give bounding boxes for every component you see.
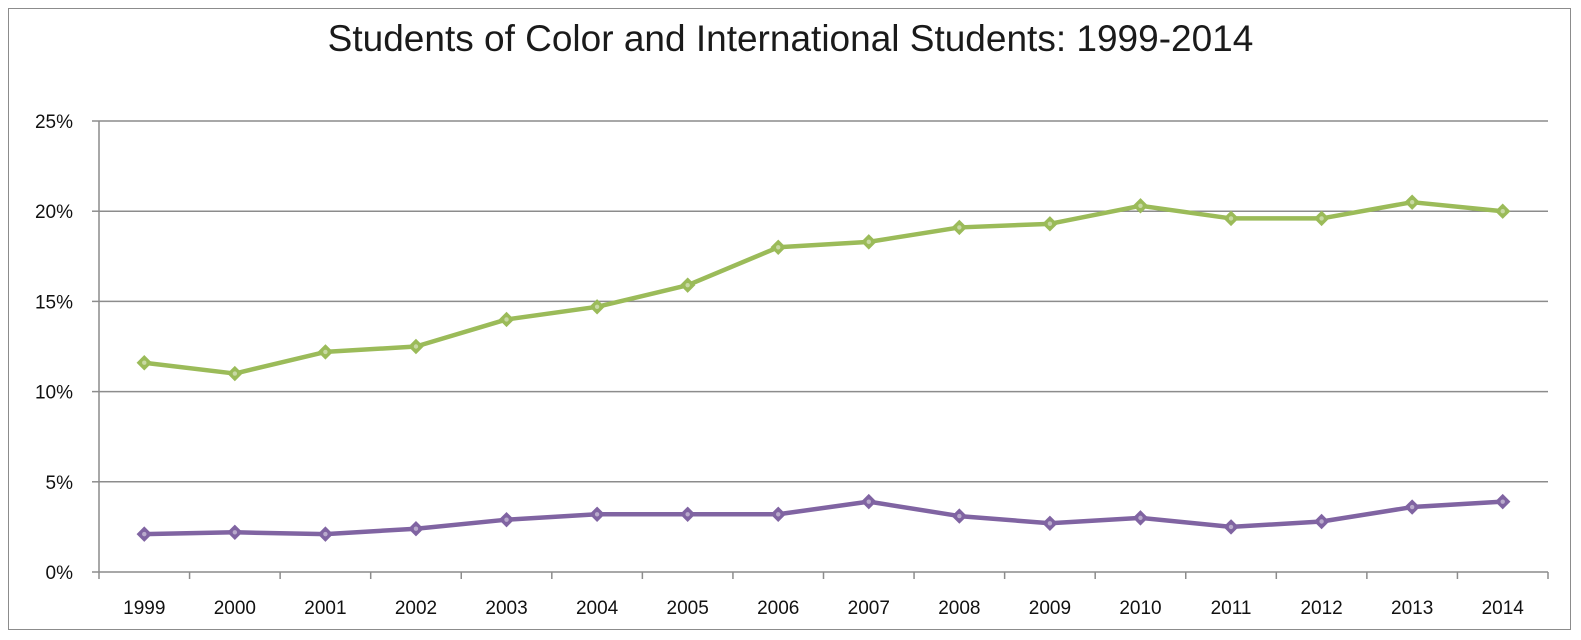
data-point-highlight <box>142 531 147 537</box>
x-tick-label: 2014 <box>1482 598 1525 619</box>
data-point-highlight <box>1138 515 1143 521</box>
data-point-highlight <box>1138 203 1143 208</box>
data-point <box>1404 499 1420 515</box>
x-tick-label: 2004 <box>576 598 619 619</box>
data-point-highlight <box>232 530 238 535</box>
data-point-highlight <box>1047 221 1053 227</box>
data-point <box>1042 216 1058 232</box>
series-line <box>144 199 1503 376</box>
data-point <box>1313 513 1330 530</box>
data-point-highlight <box>866 239 871 245</box>
data-point-highlight <box>594 512 600 517</box>
data-point-highlight <box>1047 521 1053 526</box>
data-point-highlight <box>1409 199 1415 205</box>
data-point-highlight <box>866 499 871 504</box>
data-point <box>317 344 334 360</box>
data-point <box>1132 510 1149 526</box>
data-point <box>408 338 424 355</box>
x-tick-label: 2001 <box>304 598 346 619</box>
y-tick-label: 25% <box>35 112 73 133</box>
data-point <box>951 508 968 524</box>
x-tick-label: 2008 <box>938 598 980 619</box>
data-point <box>589 299 605 315</box>
x-tick-label: 2012 <box>1300 598 1342 619</box>
data-point-highlight <box>504 517 509 522</box>
data-point <box>1313 210 1330 227</box>
data-point <box>1132 198 1149 214</box>
data-point-highlight <box>776 245 781 250</box>
gridlines <box>99 120 1548 483</box>
data-point-highlight <box>685 512 690 517</box>
x-tick-label: 2006 <box>757 598 799 619</box>
y-tick-label: 10% <box>35 383 73 404</box>
data-point <box>1223 519 1239 535</box>
y-tick-label: 20% <box>35 202 73 223</box>
x-tick-label: 2000 <box>214 598 256 619</box>
series-0 <box>136 194 1511 382</box>
chart-title: Students of Color and International Stud… <box>327 18 1254 59</box>
x-tick-label: 2011 <box>1211 598 1252 619</box>
data-point <box>498 311 515 328</box>
data-point-highlight <box>413 526 419 531</box>
data-point-highlight <box>1500 499 1505 504</box>
data-point-highlight <box>504 317 509 322</box>
data-point-highlight <box>685 282 690 288</box>
y-tick-label: 15% <box>35 292 73 313</box>
y-tick-label: 0% <box>46 563 74 584</box>
x-tick-label: 2003 <box>485 598 527 619</box>
series-line <box>144 499 1503 537</box>
chart-frame <box>8 8 1571 630</box>
data-point <box>317 526 334 542</box>
x-tick-label: 2002 <box>395 598 437 619</box>
x-tick-label: 2010 <box>1119 598 1161 619</box>
data-point-highlight <box>232 371 238 376</box>
data-point <box>951 219 968 236</box>
data-point <box>861 234 877 250</box>
data-point <box>770 239 786 255</box>
x-tick-label: 2007 <box>848 598 890 619</box>
data-point <box>1495 203 1511 219</box>
data-point <box>1042 515 1058 531</box>
series <box>136 194 1511 542</box>
data-point <box>227 365 243 382</box>
series-1 <box>136 493 1511 542</box>
data-point-highlight <box>142 360 147 365</box>
data-point-highlight <box>323 531 328 537</box>
data-point-highlight <box>1409 504 1415 510</box>
data-point <box>498 511 515 528</box>
data-point-highlight <box>594 304 600 310</box>
data-point <box>227 524 243 541</box>
data-point <box>136 355 152 371</box>
data-point-highlight <box>1319 519 1324 524</box>
data-point <box>1495 493 1511 510</box>
data-point-highlight <box>776 512 781 517</box>
x-tick-label: 2009 <box>1029 598 1071 619</box>
data-point-highlight <box>957 225 962 230</box>
axes: 0% 5% 10% 15% 20% 25% 1999 2000 2001 2002 2003 2004… <box>35 112 1549 619</box>
data-point-highlight <box>1228 216 1234 221</box>
data-point-highlight <box>323 349 328 355</box>
x-tick-label: 2005 <box>667 598 709 619</box>
data-point-highlight <box>413 344 419 349</box>
x-tick-label: 2013 <box>1391 598 1433 619</box>
x-tick-label: 1999 <box>123 598 165 619</box>
data-point <box>1404 194 1420 210</box>
data-point-highlight <box>957 513 962 519</box>
data-point <box>679 277 696 293</box>
data-point <box>679 506 696 522</box>
data-point-highlight <box>1500 209 1505 214</box>
data-point-highlight <box>1319 216 1324 221</box>
data-point <box>861 493 877 510</box>
data-point <box>408 520 424 537</box>
data-point-highlight <box>1228 524 1234 530</box>
data-point <box>1223 210 1239 227</box>
data-point <box>770 506 786 522</box>
y-tick-label: 5% <box>46 473 74 494</box>
data-point <box>136 526 152 542</box>
data-point <box>589 506 605 522</box>
